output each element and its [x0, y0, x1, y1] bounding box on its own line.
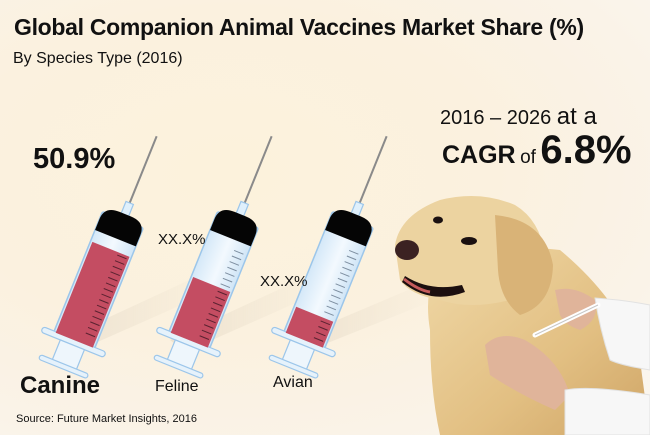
chart-title: Global Companion Animal Vaccines Market … — [14, 14, 584, 40]
source-note: Source: Future Market Insights, 2016 — [16, 413, 197, 425]
category-label-feline: Feline — [155, 378, 199, 395]
cagr-value-line: CAGR of 6.8% — [442, 130, 632, 179]
value-label-canine: 50.9% — [33, 143, 116, 175]
category-label-canine: Canine — [20, 372, 101, 399]
syringe-feline — [145, 122, 305, 383]
cagr-label: CAGR — [442, 141, 516, 169]
cagr-of: of — [520, 147, 536, 168]
dog-vaccination-image — [395, 196, 650, 435]
syringe-avian — [260, 122, 420, 383]
cagr-period: 2016 – 2026 at a — [440, 103, 597, 131]
syringe-canine — [30, 122, 190, 383]
cagr-period-text: 2016 – 2026 — [440, 107, 552, 129]
value-label-feline: XX.X% — [158, 231, 206, 248]
cagr-at-a: at a — [556, 103, 597, 130]
value-label-avian: XX.X% — [260, 273, 308, 290]
chart-subtitle: By Species Type (2016) — [13, 50, 183, 67]
cagr-value: 6.8% — [540, 128, 632, 172]
category-label-avian: Avian — [273, 374, 313, 391]
